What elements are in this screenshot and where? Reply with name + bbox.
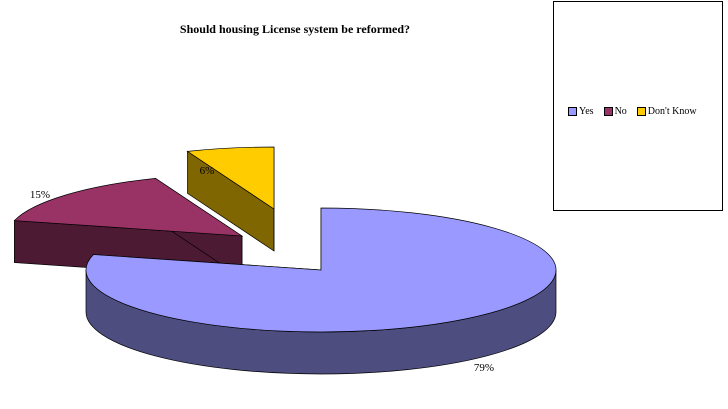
pie-slice-yes <box>85 207 557 375</box>
data-label-don-t-know: 6% <box>200 165 215 177</box>
chart-title: Should housing License system be reforme… <box>179 22 411 36</box>
legend-label: Don't Know <box>647 106 697 117</box>
legend-items: Yes No Don't Know <box>568 106 707 117</box>
data-label-no: 15% <box>30 189 50 201</box>
pie-slice-don-t-know <box>186 146 275 252</box>
legend-item-yes: Yes <box>568 106 594 117</box>
legend: Yes No Don't Know <box>553 1 723 211</box>
legend-item-no: No <box>603 106 627 117</box>
legend-swatch <box>568 107 577 116</box>
legend-label: No <box>614 106 627 117</box>
legend-swatch <box>603 107 613 116</box>
legend-item-don-t-know: Don't Know <box>636 106 697 117</box>
legend-label: Yes <box>579 106 594 117</box>
data-label-yes: 79% <box>474 362 494 374</box>
legend-swatch <box>636 107 646 116</box>
